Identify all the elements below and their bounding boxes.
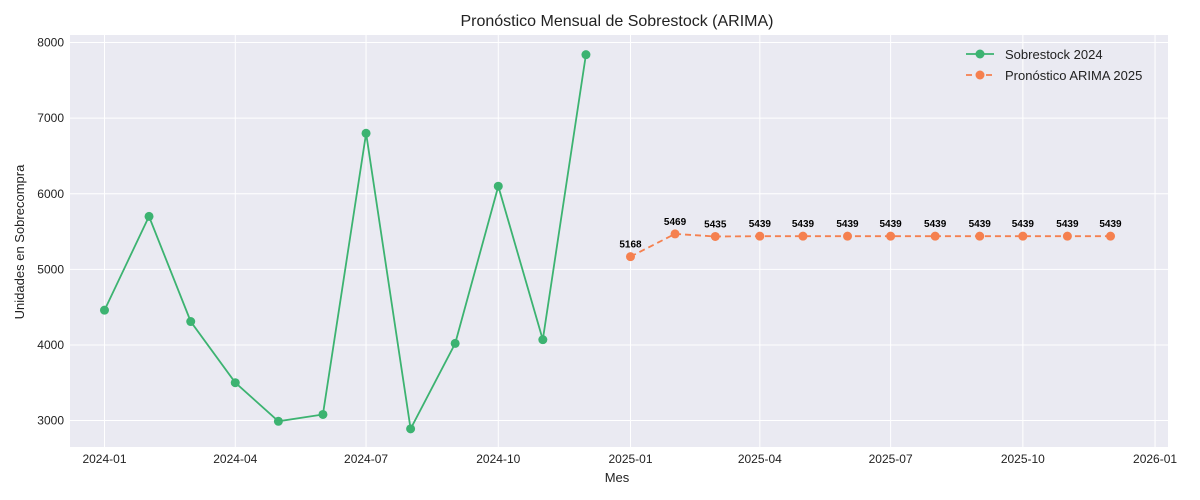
chart-title: Pronóstico Mensual de Sobrestock (ARIMA) — [460, 13, 773, 30]
data-label: 5439 — [792, 219, 815, 230]
y-tick-label: 5000 — [37, 262, 64, 276]
data-point-series-0 — [493, 181, 503, 191]
data-point-series-1 — [1106, 231, 1116, 241]
legend: Sobrestock 2024 Pronóstico ARIMA 2025 — [966, 47, 1142, 83]
data-label: 5439 — [1099, 219, 1122, 230]
data-point-series-0 — [318, 409, 328, 419]
data-label: 5439 — [749, 219, 772, 230]
y-axis-label: Unidades en Sobrecompra — [12, 164, 27, 319]
data-point-series-0 — [99, 305, 109, 315]
data-point-series-0 — [230, 378, 240, 388]
y-tick-label: 7000 — [37, 111, 64, 125]
legend-marker-pronostico-2025 — [975, 70, 985, 80]
data-point-series-1 — [975, 231, 985, 241]
data-point-series-1 — [1062, 231, 1072, 241]
data-point-series-1 — [798, 231, 808, 241]
data-label: 5439 — [1056, 219, 1079, 230]
x-axis-label: Mes — [605, 470, 630, 485]
x-tick-label: 2024-07 — [344, 452, 388, 466]
y-tick-label: 6000 — [37, 187, 64, 201]
data-label: 5439 — [1012, 219, 1035, 230]
data-point-series-0 — [581, 50, 591, 60]
data-point-series-1 — [1018, 231, 1028, 241]
data-label: 5439 — [880, 219, 903, 230]
legend-label-sobrestock-2024: Sobrestock 2024 — [1005, 47, 1103, 62]
data-point-series-0 — [538, 335, 548, 345]
x-axis-ticks: 2024-01 2024-04 2024-07 2024-10 2025-01 2025-… — [82, 452, 1177, 466]
legend-label-pronostico-2025: Pronóstico ARIMA 2025 — [1005, 68, 1142, 83]
series-line-0 — [103, 54, 587, 432]
x-tick-label: 2024-04 — [213, 452, 257, 466]
x-tick-label: 2025-10 — [1001, 452, 1045, 466]
data-label: 5439 — [836, 219, 859, 230]
data-point-series-0 — [361, 128, 371, 138]
data-point-series-1 — [710, 231, 720, 241]
y-tick-label: 3000 — [37, 414, 64, 428]
data-point-series-1 — [755, 231, 765, 241]
series-layer — [99, 50, 1116, 434]
data-label: 5439 — [924, 219, 947, 230]
data-label: 5469 — [664, 217, 687, 228]
data-point-series-1 — [670, 229, 680, 239]
x-tick-label: 2025-07 — [869, 452, 913, 466]
data-point-series-0 — [144, 211, 154, 221]
y-axis-ticks: 3000 4000 5000 6000 7000 8000 — [37, 36, 64, 428]
y-tick-label: 4000 — [37, 338, 64, 352]
x-tick-label: 2026-01 — [1133, 452, 1177, 466]
data-label: 5168 — [619, 240, 642, 251]
x-tick-label: 2025-04 — [738, 452, 782, 466]
data-point-series-0 — [273, 416, 283, 426]
data-point-series-0 — [450, 338, 460, 348]
data-point-series-1 — [886, 231, 896, 241]
series-line-1 — [630, 232, 1111, 258]
data-label: 5435 — [704, 219, 727, 230]
data-point-series-1 — [930, 231, 940, 241]
grid — [70, 35, 1168, 447]
x-tick-label: 2024-01 — [82, 452, 126, 466]
data-label: 5439 — [969, 219, 992, 230]
x-tick-label: 2025-01 — [608, 452, 652, 466]
y-tick-label: 8000 — [37, 36, 64, 50]
data-point-series-0 — [406, 424, 416, 434]
data-labels: 5168 5469 5435 5439 5439 5439 5439 5439 5439 5439… — [619, 217, 1122, 251]
data-point-series-1 — [625, 252, 635, 262]
x-tick-label: 2024-10 — [476, 452, 520, 466]
data-point-series-1 — [843, 231, 853, 241]
data-point-series-0 — [186, 317, 196, 327]
legend-marker-sobrestock-2024 — [975, 49, 985, 59]
plot-area — [70, 35, 1168, 447]
